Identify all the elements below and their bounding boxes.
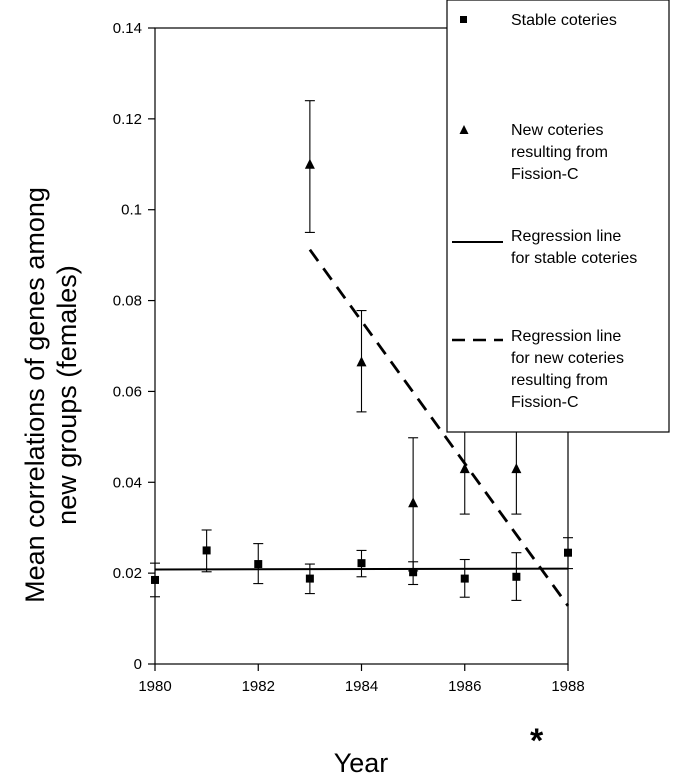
x-tick-label-1980: 1980 [138,678,171,695]
point-new-1987 [511,463,522,474]
legend-label-new-3: Fission-C [511,166,579,183]
point-stable-1986 [460,574,469,583]
y-tick-label-0.1: 0.1 [121,202,142,219]
significance-asterisk: * [530,722,544,760]
point-stable-1987 [512,572,521,581]
legend-box [446,0,670,433]
legend-marker-square [460,16,467,23]
y-tick-label-0.14: 0.14 [113,20,142,37]
y-tick-label-0.06: 0.06 [113,383,142,400]
legend-label-reg-new-2: for new coteries [511,350,624,367]
legend: Stable coteries New coteries resulting f… [446,0,670,433]
point-new-1984 [356,356,367,367]
legend-label-reg-stable-1: Regression line [511,228,621,245]
legend-label-reg-new-1: Regression line [511,328,621,345]
x-tick-label-1984: 1984 [345,678,378,695]
legend-label-new-2: resulting from [511,144,608,161]
point-stable-1985 [409,568,418,577]
point-stable-1981 [202,546,211,555]
legend-label-reg-stable-2: for stable coteries [511,250,637,267]
y-tick-label-0.02: 0.02 [113,565,142,582]
legend-label-reg-new-3: resulting from [511,372,608,389]
point-stable-1980 [151,575,159,584]
y-tick-label-0.04: 0.04 [113,474,142,491]
legend-label-reg-new-4: Fission-C [511,394,579,411]
regression-line-new-coteries [308,248,570,607]
legend-marker-triangle [459,125,469,134]
legend-label-stable: Stable coteries [511,12,617,29]
data-points-layer [151,158,572,584]
y-axis-title-line-2: new groups (females) [52,265,82,525]
y-tick-label-0.08: 0.08 [113,293,142,310]
y-tick-label-0.12: 0.12 [113,111,142,128]
y-tick-label-0: 0 [134,656,142,673]
point-stable-1984 [357,559,366,568]
point-new-1983 [304,158,315,169]
axes-layer: 1980 1982 1984 1986 1988 0 0.02 0.04 0.06 0.08 0.1… [113,20,585,695]
point-stable-1988 [564,548,572,557]
x-tick-label-1988: 1988 [551,678,584,695]
point-new-1985 [408,497,419,508]
y-axis-title-line-1: Mean correlations of genes among [20,187,50,603]
point-new-1986 [459,463,470,474]
x-tick-label-1986: 1986 [448,678,481,695]
legend-label-new-1: New coteries [511,122,603,139]
x-tick-label-1982: 1982 [242,678,275,695]
point-stable-1983 [305,574,314,583]
x-axis-title: Year [334,748,389,778]
point-stable-1982 [254,560,263,569]
